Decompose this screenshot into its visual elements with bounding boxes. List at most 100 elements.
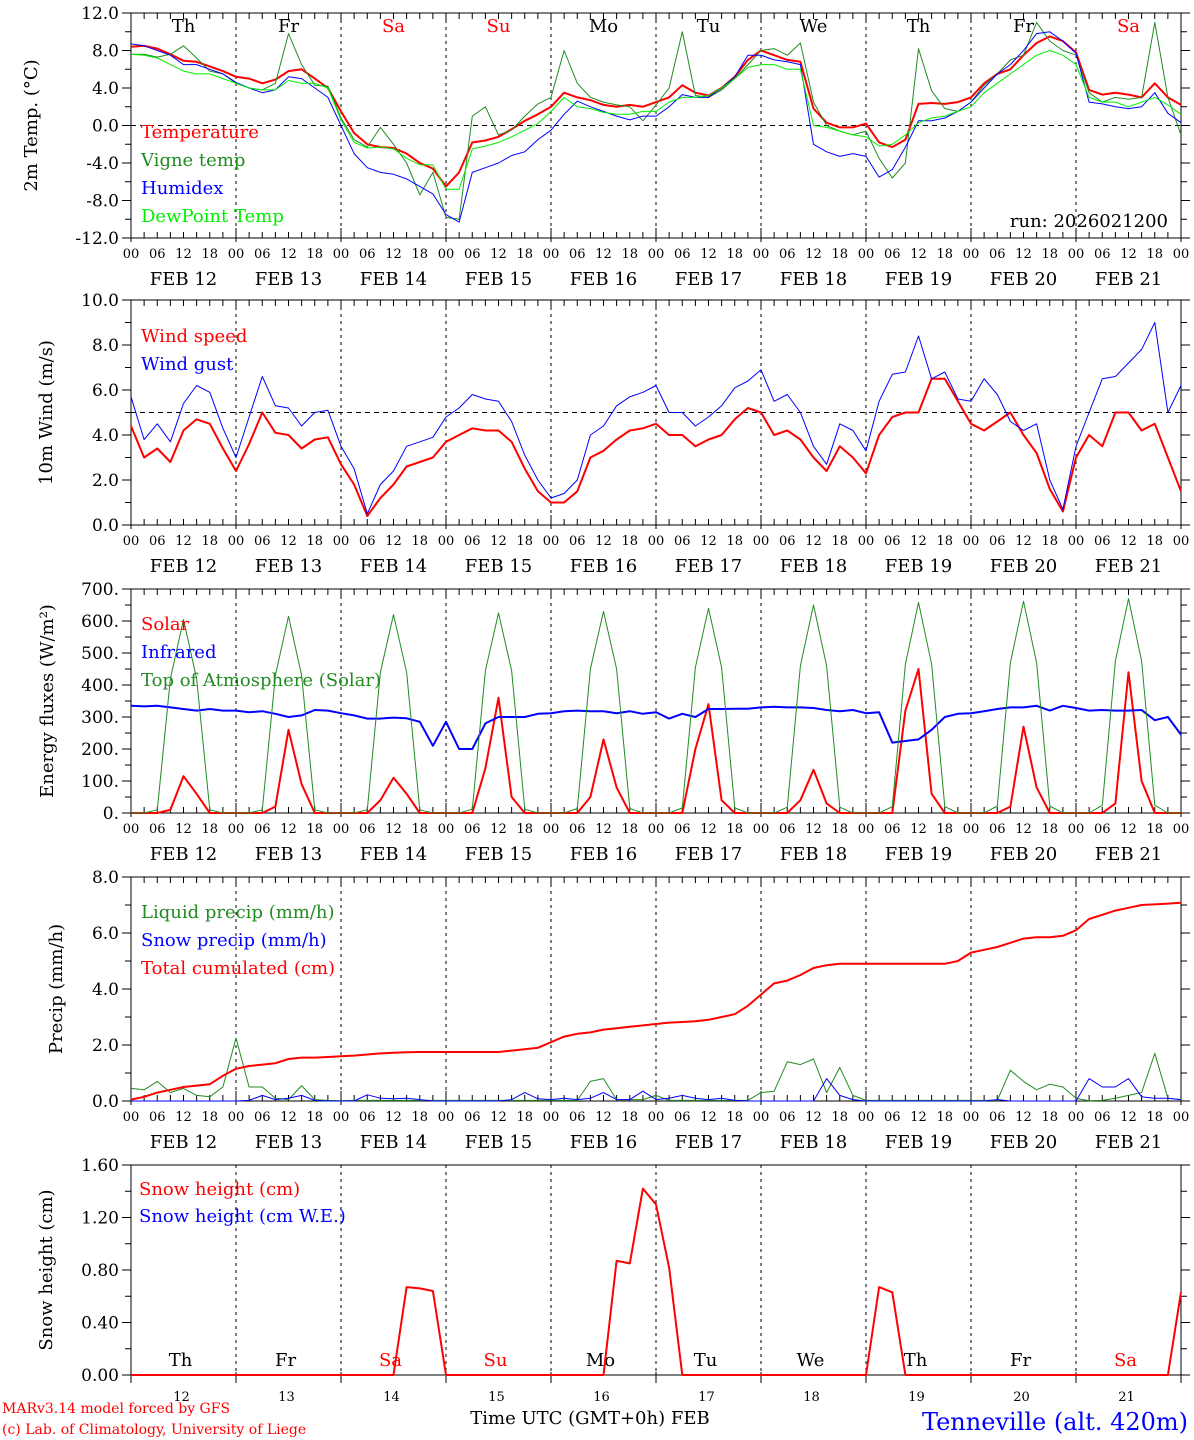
x-hour-label: 18 [1041, 822, 1058, 837]
x-hour-label: 00 [543, 1110, 560, 1125]
y-tick-label: 2.0 [92, 1036, 119, 1056]
x-hour-label: 00 [438, 822, 455, 837]
x-hour-label: 18 [831, 534, 848, 549]
x-hour-label: 06 [569, 534, 586, 549]
x-date-label: FEB 18 [780, 556, 847, 577]
x-hour-label: 00 [858, 1110, 875, 1125]
x-hour-label: 00 [333, 247, 350, 262]
x-hour-label: 06 [569, 247, 586, 262]
y-tick-label: 8.0 [92, 336, 119, 356]
x-hour-label: 00 [438, 1110, 455, 1125]
x-hour-label: 12 [175, 1110, 192, 1125]
x-hour-label: 00 [858, 247, 875, 262]
x-hour-label: 12 [385, 247, 402, 262]
x-date-label: FEB 16 [570, 844, 637, 865]
x-hour-label: 00 [858, 822, 875, 837]
y-axis-label: 2m Temp. (°C) [21, 59, 42, 191]
x-hour-label: 06 [149, 534, 166, 549]
x-date-label: FEB 20 [990, 844, 1057, 865]
x-hour-label: 18 [411, 1110, 428, 1125]
x-hour-label: 00 [123, 822, 140, 837]
x-hour-label: 12 [1015, 247, 1032, 262]
x-hour-label: 00 [228, 822, 245, 837]
station-name: Tenneville (alt. 420m) [922, 1408, 1188, 1436]
x-hour-label: 00 [543, 247, 560, 262]
x-date-label: FEB 12 [150, 1132, 217, 1153]
x-hour-label: 00 [1068, 534, 1085, 549]
x-hour-label: 00 [753, 247, 770, 262]
x-hour-label: 12 [700, 822, 717, 837]
x-day-number: 15 [488, 1390, 505, 1405]
x-hour-label: 18 [621, 534, 638, 549]
x-date-label: FEB 17 [675, 269, 742, 290]
x-hour-label: 18 [831, 1110, 848, 1125]
x-hour-label: 12 [1120, 247, 1137, 262]
x-date-label: FEB 15 [465, 269, 532, 290]
x-hour-label: 06 [674, 534, 691, 549]
weekday-label: Sa [382, 16, 405, 37]
x-hour-label: 00 [123, 247, 140, 262]
x-hour-label: 18 [411, 247, 428, 262]
x-hour-label: 12 [1015, 534, 1032, 549]
x-hour-label: 12 [595, 247, 612, 262]
y-tick-label: 300. [81, 708, 119, 728]
x-hour-label: 18 [1146, 247, 1163, 262]
weekday-label: Sa [1117, 16, 1140, 37]
x-hour-label: 00 [1068, 247, 1085, 262]
x-hour-label: 12 [490, 534, 507, 549]
x-hour-label: 00 [438, 247, 455, 262]
x-date-label: FEB 13 [255, 269, 322, 290]
y-tick-label: 2.0 [92, 471, 119, 491]
x-hour-label: 00 [648, 534, 665, 549]
x-hour-label: 06 [464, 1110, 481, 1125]
x-date-label: FEB 15 [465, 556, 532, 577]
x-hour-label: 12 [385, 534, 402, 549]
x-hour-label: 06 [254, 1110, 271, 1125]
x-hour-label: 00 [228, 534, 245, 549]
weekday-label: Th [169, 1350, 193, 1371]
x-hour-label: 06 [569, 1110, 586, 1125]
x-hour-label: 12 [280, 822, 297, 837]
x-date-label: FEB 14 [360, 556, 427, 577]
series-line-vigne-temp [131, 21, 1182, 220]
x-hour-label: 00 [228, 1110, 245, 1125]
x-hour-label: 18 [621, 822, 638, 837]
x-hour-label: 06 [674, 1110, 691, 1125]
temperature-panel: 12.0 8.0 4.0 0.0 -4.0 -8.0 -12.0 00 06 12 18 00 06 12… [21, 4, 1190, 290]
wind-panel: 10.0 8.0 6.0 4.0 2.0 0.0 00 06 12 18 00 06 12 18 00 06 1… [36, 291, 1190, 577]
x-hour-label: 06 [254, 822, 271, 837]
weekday-label: Su [487, 16, 511, 37]
x-hour-label: 18 [516, 247, 533, 262]
y-tick-label: 6.0 [92, 381, 119, 401]
x-hour-label: 18 [516, 1110, 533, 1125]
weekday-label: Sa [379, 1350, 402, 1371]
x-hour-label: 18 [516, 822, 533, 837]
x-hour-label: 18 [201, 534, 218, 549]
x-date-label: FEB 18 [780, 844, 847, 865]
y-tick-label: -4.0 [86, 154, 119, 174]
x-hour-label: 18 [726, 534, 743, 549]
weekday-label: Mo [586, 1350, 615, 1371]
x-hour-label: 00 [648, 822, 665, 837]
x-hour-label: 18 [1041, 534, 1058, 549]
x-hour-label: 18 [726, 247, 743, 262]
x-hour-label: 00 [753, 822, 770, 837]
x-hour-label: 18 [516, 534, 533, 549]
x-hour-label: 06 [359, 1110, 376, 1125]
x-date-label: FEB 13 [255, 556, 322, 577]
series-line-snow-height-cm [131, 1187, 1182, 1376]
x-hour-label: 18 [936, 534, 953, 549]
y-tick-label: 4.0 [92, 980, 119, 1000]
x-date-label: FEB 14 [360, 844, 427, 865]
x-hour-label: 18 [1041, 247, 1058, 262]
x-hour-label: 12 [805, 822, 822, 837]
weekday-label: We [797, 1350, 825, 1371]
x-hour-label: 06 [989, 534, 1006, 549]
series-line-top-of-atmosphere-solar [131, 598, 1181, 814]
x-hour-label: 00 [1173, 534, 1190, 549]
weekday-label: Su [484, 1350, 508, 1371]
legend-entry: Humidex [141, 178, 223, 199]
x-date-label: FEB 15 [465, 1132, 532, 1153]
legend-entry: Snow precip (mm/h) [141, 930, 327, 951]
x-date-label: FEB 18 [780, 1132, 847, 1153]
